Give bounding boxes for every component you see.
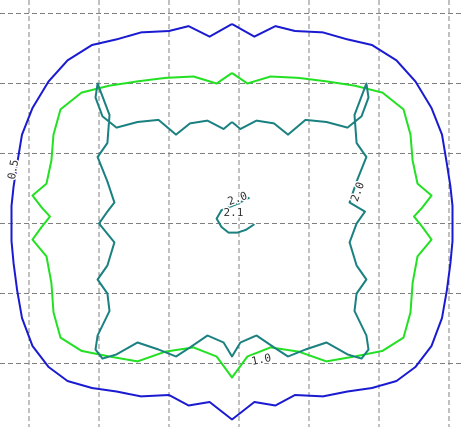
contour-label: 0.5	[5, 159, 21, 181]
contour-line-c20	[94, 82, 370, 360]
contour-lines	[10, 23, 454, 421]
contour-line-c10	[31, 72, 433, 379]
contour-line-c05	[10, 23, 454, 421]
contour-labels: 0.51.02.02.02.1	[3, 157, 368, 369]
contour-line-c_center	[215, 196, 255, 234]
contour-label: 1.0	[250, 351, 272, 368]
contour-label: 2.1	[223, 206, 243, 219]
